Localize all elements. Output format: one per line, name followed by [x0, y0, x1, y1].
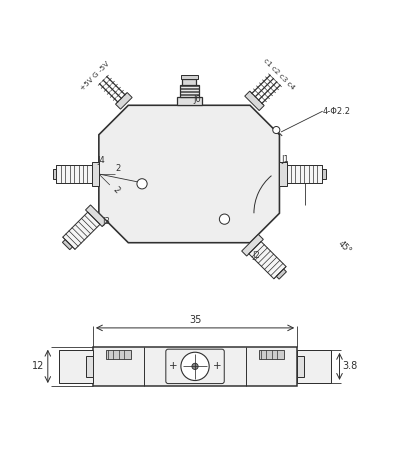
Text: 3.8: 3.8	[343, 361, 358, 371]
Text: c1 c2 c3 c4: c1 c2 c3 c4	[263, 57, 296, 91]
Polygon shape	[322, 169, 326, 179]
Bar	[59, 350, 93, 383]
Bar	[297, 350, 331, 383]
Bar	[93, 347, 297, 386]
Bar	[297, 355, 304, 377]
Text: +5V G -5V: +5V G -5V	[79, 60, 111, 91]
Bar	[259, 350, 284, 359]
Text: J2: J2	[252, 251, 260, 260]
Polygon shape	[245, 91, 264, 110]
Bar	[182, 79, 196, 85]
Bar	[86, 355, 93, 377]
Circle shape	[181, 352, 209, 380]
Polygon shape	[85, 205, 107, 227]
Polygon shape	[249, 242, 286, 279]
Text: 2: 2	[115, 164, 121, 173]
Bar	[177, 97, 202, 105]
Polygon shape	[242, 234, 263, 256]
Polygon shape	[286, 165, 322, 183]
Text: +: +	[169, 361, 177, 371]
Circle shape	[273, 127, 280, 133]
Text: J3: J3	[102, 217, 110, 226]
Polygon shape	[279, 162, 286, 186]
Polygon shape	[56, 165, 92, 183]
Text: J1: J1	[281, 155, 289, 164]
Circle shape	[192, 363, 198, 370]
Text: 2: 2	[111, 185, 121, 195]
Polygon shape	[276, 269, 286, 279]
Polygon shape	[92, 162, 99, 186]
Text: J0: J0	[193, 95, 201, 104]
Text: 12: 12	[32, 361, 45, 371]
Bar	[106, 350, 131, 359]
Text: +: +	[213, 361, 221, 371]
Text: 35: 35	[189, 315, 201, 325]
Polygon shape	[52, 169, 56, 179]
Bar	[180, 75, 198, 79]
Polygon shape	[63, 212, 100, 249]
Bar	[180, 85, 199, 97]
Text: 45°: 45°	[336, 239, 353, 256]
Circle shape	[219, 214, 230, 224]
Polygon shape	[62, 240, 72, 250]
Polygon shape	[115, 93, 132, 109]
Text: J4: J4	[97, 156, 105, 165]
Text: 4-Φ2.2: 4-Φ2.2	[323, 107, 351, 116]
Circle shape	[137, 179, 147, 189]
Polygon shape	[99, 105, 279, 243]
